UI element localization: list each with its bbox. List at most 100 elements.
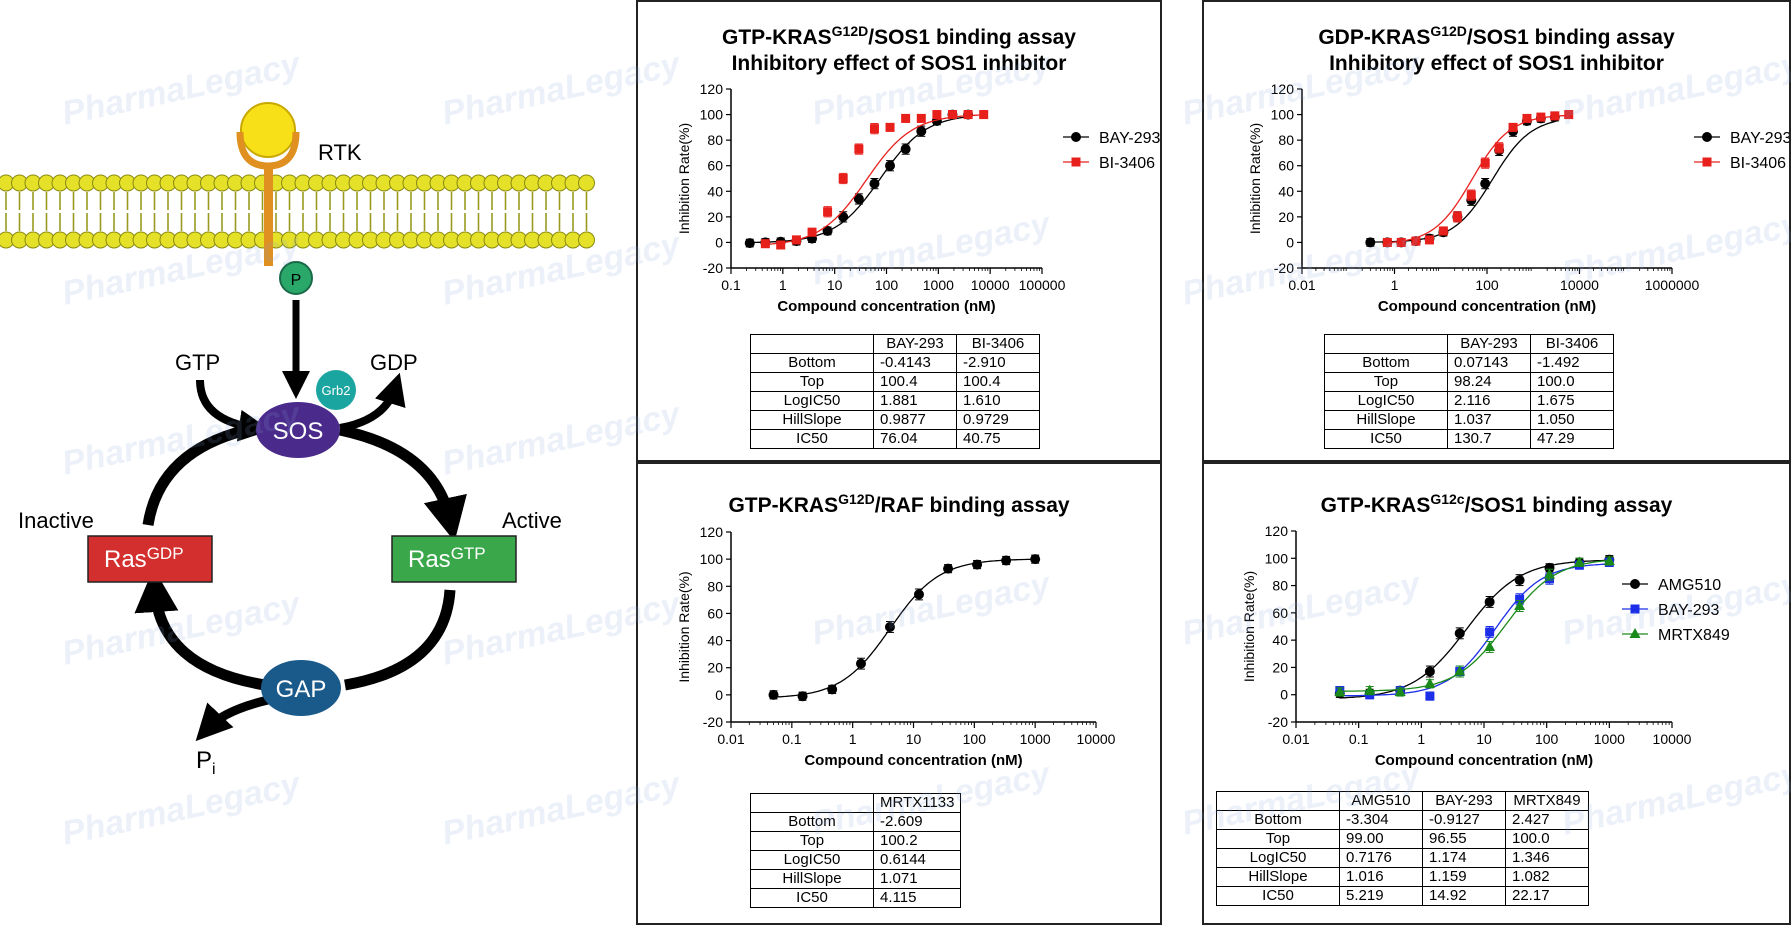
table-cell: 14.92 <box>1422 886 1506 906</box>
active-label: Active <box>502 508 562 533</box>
table-cell: 100.4 <box>873 372 957 392</box>
x-tick-label: 10000 <box>971 277 1010 293</box>
data-point-bi-3406 <box>1466 190 1476 200</box>
x-tick-label: 100 <box>963 731 987 747</box>
table-row: Top 99.00 96.55 100.0 <box>1216 829 1589 849</box>
data-point-amg510 <box>1514 575 1525 586</box>
table-cell: 2.116 <box>1447 391 1531 411</box>
table-row-label: IC50 <box>1324 429 1448 449</box>
x-tick-label: 1 <box>1417 731 1425 747</box>
fit-curve-bi-3406 <box>1388 114 1570 244</box>
x-tick-label: 0.1 <box>1349 731 1369 747</box>
y-tick-label: 60 <box>1272 605 1288 621</box>
y-tick-label: 20 <box>707 209 723 225</box>
fit-curve-bay-293 <box>1339 563 1610 697</box>
rtk-receptor <box>236 102 300 266</box>
ras-signaling-diagram: RTK P GTP GDP SOS Grb2 Inactive Active R… <box>0 102 595 778</box>
table-header-cell <box>1216 791 1340 811</box>
data-point-mrtx849 <box>1424 677 1436 688</box>
data-point-bi-3406 <box>1494 143 1504 153</box>
fit-curve-bi-3406 <box>765 114 984 246</box>
panel-gtp-kras-g12d-sos1: GTP-KRASG12D/SOS1 binding assay Inhibitor… <box>636 0 1162 462</box>
legend-label: BI-3406 <box>1099 155 1155 172</box>
y-tick-label: -20 <box>1274 260 1294 276</box>
inactive-to-sos-arc <box>142 422 257 526</box>
table-row: Top 98.24 100.0 <box>1324 372 1614 392</box>
data-point-bi-3406 <box>1550 111 1560 121</box>
fit-curve-mrtx1133 <box>773 558 1036 698</box>
data-point-bay-293 <box>1365 237 1376 248</box>
data-point-mrtx1133 <box>972 559 983 570</box>
table-cell: 47.29 <box>1530 429 1614 449</box>
table-header-cell: BAY-293 <box>1447 334 1531 354</box>
data-point-amg510 <box>1424 666 1435 677</box>
table-row: HillSlope 1.016 1.159 1.082 <box>1216 867 1589 887</box>
y-tick-label: 60 <box>1278 158 1294 174</box>
legend-label: BAY-293 <box>1099 130 1160 147</box>
table-row-label: HillSlope <box>1324 410 1448 430</box>
y-tick-label: 40 <box>707 633 723 649</box>
data-point-bi-3406 <box>1522 113 1532 123</box>
table-header-cell: MRTX849 <box>1505 791 1589 811</box>
data-point-bay-293 <box>853 193 864 204</box>
table-header-cell: BAY-293 <box>873 334 957 354</box>
data-point-mrtx849 <box>1544 568 1556 579</box>
table-cell: 1.881 <box>873 391 957 411</box>
table-row: Top 100.4 100.4 <box>750 372 1040 392</box>
table-row-label: Top <box>1324 372 1448 392</box>
x-tick-label: 0.1 <box>721 277 741 293</box>
x-tick-label: 100000 <box>1019 277 1066 293</box>
x-axis-label: Compound concentration (nM) <box>1378 298 1596 315</box>
table-row-label: LogIC50 <box>750 850 874 870</box>
inactive-label: Inactive <box>18 508 94 533</box>
y-tick-label: 40 <box>1278 183 1294 199</box>
table-cell: 0.7176 <box>1339 848 1423 868</box>
active-to-gap-arc <box>344 589 456 691</box>
table-row: Bottom -3.304 -0.9127 2.427 <box>1216 810 1589 830</box>
table-header-row: MRTX1133 <box>750 793 962 813</box>
data-point-bay-293 <box>822 225 833 236</box>
y-tick-label: -20 <box>1268 714 1288 730</box>
x-tick-label: 1000 <box>1594 731 1625 747</box>
x-tick-label: 10000 <box>1653 731 1692 747</box>
x-tick-label: 0.01 <box>717 731 744 747</box>
x-tick-label: 100 <box>875 277 899 293</box>
legend-marker <box>1630 604 1640 614</box>
table-row-label: Top <box>750 831 874 851</box>
legend-marker <box>1702 157 1712 167</box>
table-cell: 0.9729 <box>956 410 1040 430</box>
table-row-label: LogIC50 <box>1324 391 1448 411</box>
data-point-mrtx1133 <box>913 589 924 600</box>
chart-plot: -20 0 20 40 60 80 100 120 0.1 1 10 100 1000 10000 1000… <box>676 81 1160 315</box>
table-cell: 1.016 <box>1339 867 1423 887</box>
legend-marker <box>1629 628 1641 638</box>
table-header-cell <box>750 793 874 813</box>
data-point-mrtx849 <box>1573 556 1585 567</box>
table-header-cell: BAY-293 <box>1422 791 1506 811</box>
table-cell: 0.07143 <box>1447 353 1531 373</box>
y-tick-label: 120 <box>1271 81 1295 97</box>
table-cell: 100.0 <box>1530 372 1614 392</box>
data-point-bay-293 <box>838 211 849 222</box>
x-tick-label: 1 <box>779 277 787 293</box>
table-row-label: IC50 <box>750 888 874 908</box>
gtp-in-arrow <box>196 379 271 442</box>
table-cell: 40.75 <box>956 429 1040 449</box>
svg-text:GAP: GAP <box>276 676 327 703</box>
table-row: Bottom 0.07143 -1.492 <box>1324 353 1614 373</box>
table-cell: 4.115 <box>872 888 962 908</box>
data-point-bi-3406 <box>885 122 895 132</box>
lipid-head <box>578 174 595 192</box>
table-cell: 76.04 <box>873 429 957 449</box>
table-row: IC50 4.115 <box>750 888 962 908</box>
gap-to-inactive-arc <box>134 568 266 691</box>
table-row-label: IC50 <box>1216 886 1340 906</box>
x-tick-label: 10 <box>827 277 843 293</box>
table-cell: -0.9127 <box>1422 810 1506 830</box>
x-tick-label: 1 <box>1391 277 1399 293</box>
y-tick-label: 100 <box>700 551 724 567</box>
chart-title: GDP-KRASG12D/SOS1 binding assay Inhibitor… <box>1318 23 1675 75</box>
fit-curve-bay-293 <box>750 116 968 244</box>
y-tick-label: 80 <box>707 578 723 594</box>
x-tick-label: 10 <box>906 731 922 747</box>
